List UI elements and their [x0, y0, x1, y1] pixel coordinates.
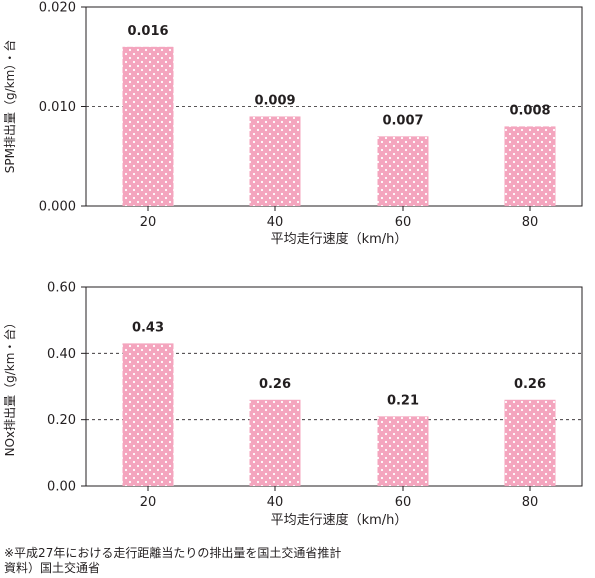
value-label: 0.009 — [254, 93, 295, 108]
y-axis-title: NOx排出量（g/km・台） — [2, 317, 17, 457]
y-tick-label: 0.020 — [39, 1, 76, 16]
y-tick-label: 0.010 — [39, 100, 76, 115]
y-tick-label: 0.000 — [39, 200, 76, 215]
y-tick-label: 0.20 — [47, 413, 76, 428]
x-tick-label: 20 — [140, 215, 157, 230]
x-tick-label: 20 — [140, 495, 157, 510]
x-tick-label: 80 — [522, 215, 539, 230]
x-tick-label: 80 — [522, 495, 539, 510]
bar — [249, 399, 301, 486]
value-label: 0.26 — [514, 377, 546, 392]
x-tick-label: 40 — [267, 215, 284, 230]
x-axis-title: 平均走行速度（km/h） — [271, 512, 408, 528]
value-label: 0.26 — [259, 377, 291, 392]
bar — [249, 116, 301, 206]
bar — [122, 46, 174, 206]
footnote-source: 資料）国土交通省 — [4, 561, 101, 575]
bar — [504, 399, 556, 486]
value-label: 0.007 — [382, 113, 423, 128]
y-axis-title: SPM排出量（g/km）・台 — [2, 40, 17, 174]
y-tick-label: 0.60 — [47, 281, 76, 296]
x-axis-title: 平均走行速度（km/h） — [271, 231, 408, 247]
footnote-line-1: ※平成27年における走行距離当たりの排出量を国土交通省推計 — [4, 546, 342, 560]
x-tick-label: 60 — [395, 495, 412, 510]
value-label: 0.21 — [387, 393, 419, 408]
bar — [122, 343, 174, 486]
value-label: 0.43 — [132, 320, 164, 335]
y-tick-label: 0.00 — [47, 480, 76, 495]
plot-frame-1 — [85, 286, 583, 487]
value-label: 0.008 — [509, 103, 550, 118]
y-tick-label: 0.40 — [47, 347, 76, 362]
bar — [504, 126, 556, 206]
x-tick-label: 60 — [395, 215, 412, 230]
value-label: 0.016 — [127, 24, 168, 39]
x-tick-label: 40 — [267, 495, 284, 510]
bar — [377, 136, 429, 206]
bar — [377, 416, 429, 486]
